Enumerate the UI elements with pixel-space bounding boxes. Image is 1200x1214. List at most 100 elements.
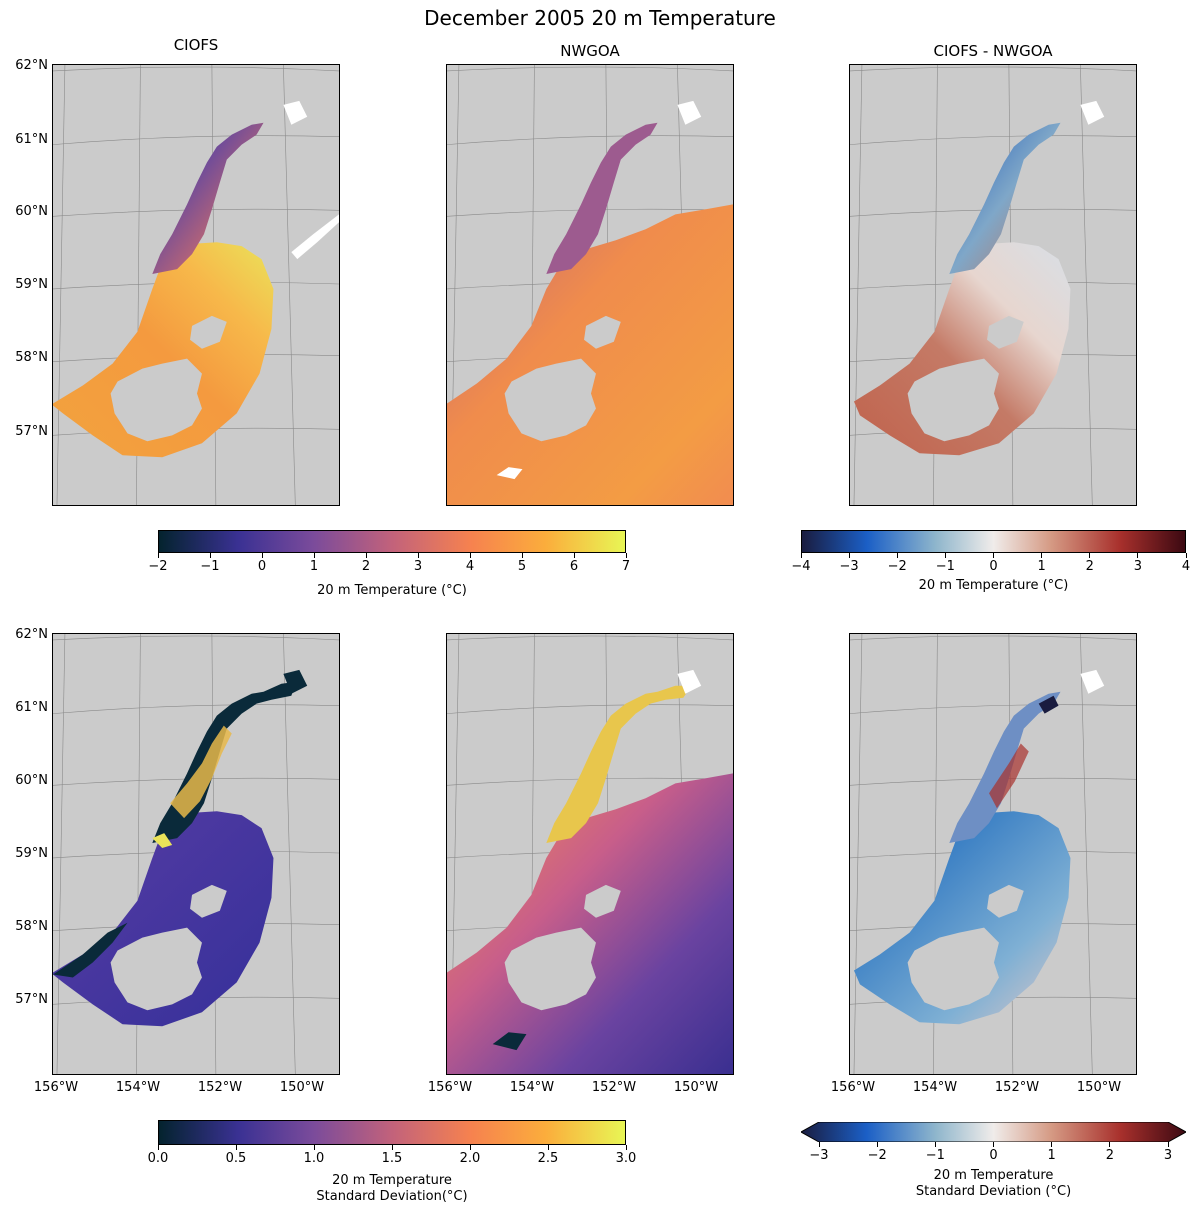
lat-label-59: 59°N: [15, 277, 48, 292]
panel-title-diff: CIOFS - NWGOA: [933, 42, 1053, 60]
colorbar-temperature: [158, 530, 626, 553]
lat-label-60: 60°N: [15, 204, 48, 219]
colorbar-temperature-tick-label: 5: [517, 559, 527, 574]
colorbar-temperature-diff-tick-mark: [896, 553, 898, 558]
lon-label: 156°W: [33, 1080, 79, 1095]
colorbar-std-tick-mark: [625, 1145, 627, 1150]
colorbar-temperature-tick-mark: [261, 553, 263, 558]
map-nwgoa-mean: [446, 64, 734, 506]
colorbar-temperature-diff-tick-mark: [1185, 553, 1187, 558]
colorbar-temperature-tick-label: −2: [148, 559, 168, 574]
colorbar-temperature-tick-mark: [157, 553, 159, 558]
map-diff-mean: [849, 64, 1137, 506]
colorbar-std-diff-tick-mark: [1167, 1142, 1169, 1147]
map-ciofs-mean: [52, 64, 340, 506]
colorbar-std-diff-tick-mark: [993, 1142, 994, 1147]
lat-label-60-r2: 60°N: [15, 773, 48, 788]
colorbar-std-tick-mark: [391, 1145, 393, 1150]
colorbar-std-label-line1: 20 m Temperature: [332, 1173, 452, 1188]
lat-label-59-r2: 59°N: [15, 846, 48, 861]
colorbar-std-diff-label-line2: Standard Deviation (°C): [915, 1184, 1072, 1199]
lon-label: 150°W: [279, 1080, 325, 1095]
map-diff-std: [849, 633, 1137, 1075]
colorbar-temperature-tick-mark: [365, 553, 367, 558]
colorbar-std-tick-label: 2.0: [459, 1151, 481, 1166]
colorbar-temperature-diff-tick-label: 4: [1181, 559, 1191, 574]
colorbar-temperature-diff-tick-label: 0: [989, 559, 998, 574]
colorbar-std-tick-mark: [157, 1145, 159, 1150]
colorbar-std-diff-tick-mark: [934, 1142, 936, 1147]
colorbar-temperature-tick-mark: [469, 553, 471, 558]
colorbar-temperature-tick-label: 6: [569, 559, 579, 574]
lon-label: 154°W: [509, 1080, 555, 1095]
colorbar-std-tick-label: 1.0: [303, 1151, 325, 1166]
lat-label-61-r2: 61°N: [15, 700, 48, 715]
colorbar-temperature-diff-tick-mark: [1089, 553, 1091, 558]
lat-label-61: 61°N: [15, 132, 48, 147]
colorbar-std-diff-tick-label: −1: [925, 1148, 945, 1163]
colorbar-temperature-diff-tick-label: 2: [1085, 559, 1094, 574]
colorbar-temperature-tick-label: 1: [309, 559, 319, 574]
colorbar-std-diff-tick-mark: [1051, 1142, 1053, 1147]
colorbar-temperature-diff-tick-mark: [1041, 553, 1043, 558]
colorbar-std-tick-label: 0.0: [147, 1151, 169, 1166]
colorbar-temperature-diff-tick-label: −1: [935, 559, 955, 574]
lon-label: 156°W: [427, 1080, 473, 1095]
lon-label: 154°W: [912, 1080, 958, 1095]
lat-label-62-r2: 62°N: [15, 627, 48, 642]
colorbar-std-diff-tick-label: −2: [867, 1148, 887, 1163]
colorbar-std-label: 20 m Temperature Standard Deviation(°C): [158, 1173, 626, 1205]
colorbar-temperature-tick-label: 3: [413, 559, 423, 574]
colorbar-temperature-diff-tick-label: −2: [887, 559, 907, 574]
lat-label-62: 62°N: [15, 58, 48, 73]
colorbar-temperature-tick-label: −1: [200, 559, 220, 574]
colorbar-temperature-diff: [801, 530, 1186, 553]
colorbar-std-tick-label: 1.5: [381, 1151, 403, 1166]
colorbar-std-label-line2: Standard Deviation(°C): [316, 1189, 468, 1204]
colorbar-std-diff-tick-label: 2: [1105, 1148, 1114, 1163]
colorbar-std: [158, 1120, 626, 1145]
colorbar-temperature-tick-label: 0: [257, 559, 267, 574]
lat-label-58: 58°N: [15, 350, 48, 365]
colorbar-temperature-tick-mark: [625, 553, 627, 558]
colorbar-temperature-diff-label: 20 m Temperature (°C): [918, 578, 1069, 593]
colorbar-std-tick-label: 0.5: [225, 1151, 247, 1166]
colorbar-std-diff-label-line1: 20 m Temperature: [933, 1168, 1054, 1183]
lon-label: 150°W: [673, 1080, 719, 1095]
map-ciofs-std: [52, 633, 340, 1075]
lon-label: 152°W: [591, 1080, 637, 1095]
lon-label: 150°W: [1076, 1080, 1122, 1095]
colorbar-temperature-tick-mark: [313, 553, 315, 558]
colorbar-std-diff-tick-label: 1: [1047, 1148, 1056, 1163]
lat-label-58-r2: 58°N: [15, 919, 48, 934]
colorbar-std-tick-mark: [547, 1145, 549, 1150]
colorbar-temperature-diff-tick-mark: [993, 553, 994, 558]
colorbar-std-tick-mark: [469, 1145, 471, 1150]
colorbar-std-diff-tick-mark: [1109, 1142, 1111, 1147]
colorbar-std-tick-mark: [313, 1145, 315, 1150]
colorbar-std-diff-tick-label: 0: [989, 1148, 998, 1163]
colorbar-std-diff-tick-mark: [876, 1142, 878, 1147]
colorbar-temperature-diff-tick-label: −3: [839, 559, 859, 574]
colorbar-temperature-diff-tick-label: 1: [1037, 559, 1046, 574]
colorbar-temperature-tick-mark: [521, 553, 523, 558]
lon-label: 152°W: [994, 1080, 1040, 1095]
colorbar-std-diff: [799, 1121, 1188, 1143]
colorbar-temperature-tick-label: 4: [465, 559, 475, 574]
lat-label-57: 57°N: [15, 424, 48, 439]
panel-title-ciofs: CIOFS: [173, 36, 219, 54]
panel-title-nwgoa: NWGOA: [560, 42, 620, 60]
colorbar-std-tick-label: 3.0: [615, 1151, 637, 1166]
colorbar-temperature-label: 20 m Temperature (°C): [317, 583, 467, 598]
colorbar-std-tick-label: 2.5: [537, 1151, 559, 1166]
colorbar-temperature-diff-tick-mark: [944, 553, 946, 558]
lat-label-57-r2: 57°N: [15, 992, 48, 1007]
colorbar-temperature-diff-tick-mark: [848, 553, 850, 558]
colorbar-temperature-diff-tick-label: −4: [791, 559, 811, 574]
colorbar-temperature-tick-label: 7: [621, 559, 631, 574]
lon-label: 152°W: [197, 1080, 243, 1095]
colorbar-temperature-tick-label: 2: [361, 559, 371, 574]
colorbar-temperature-tick-mark: [417, 553, 419, 558]
colorbar-temperature-diff-tick-mark: [1137, 553, 1139, 558]
colorbar-temperature-tick-mark: [573, 553, 575, 558]
